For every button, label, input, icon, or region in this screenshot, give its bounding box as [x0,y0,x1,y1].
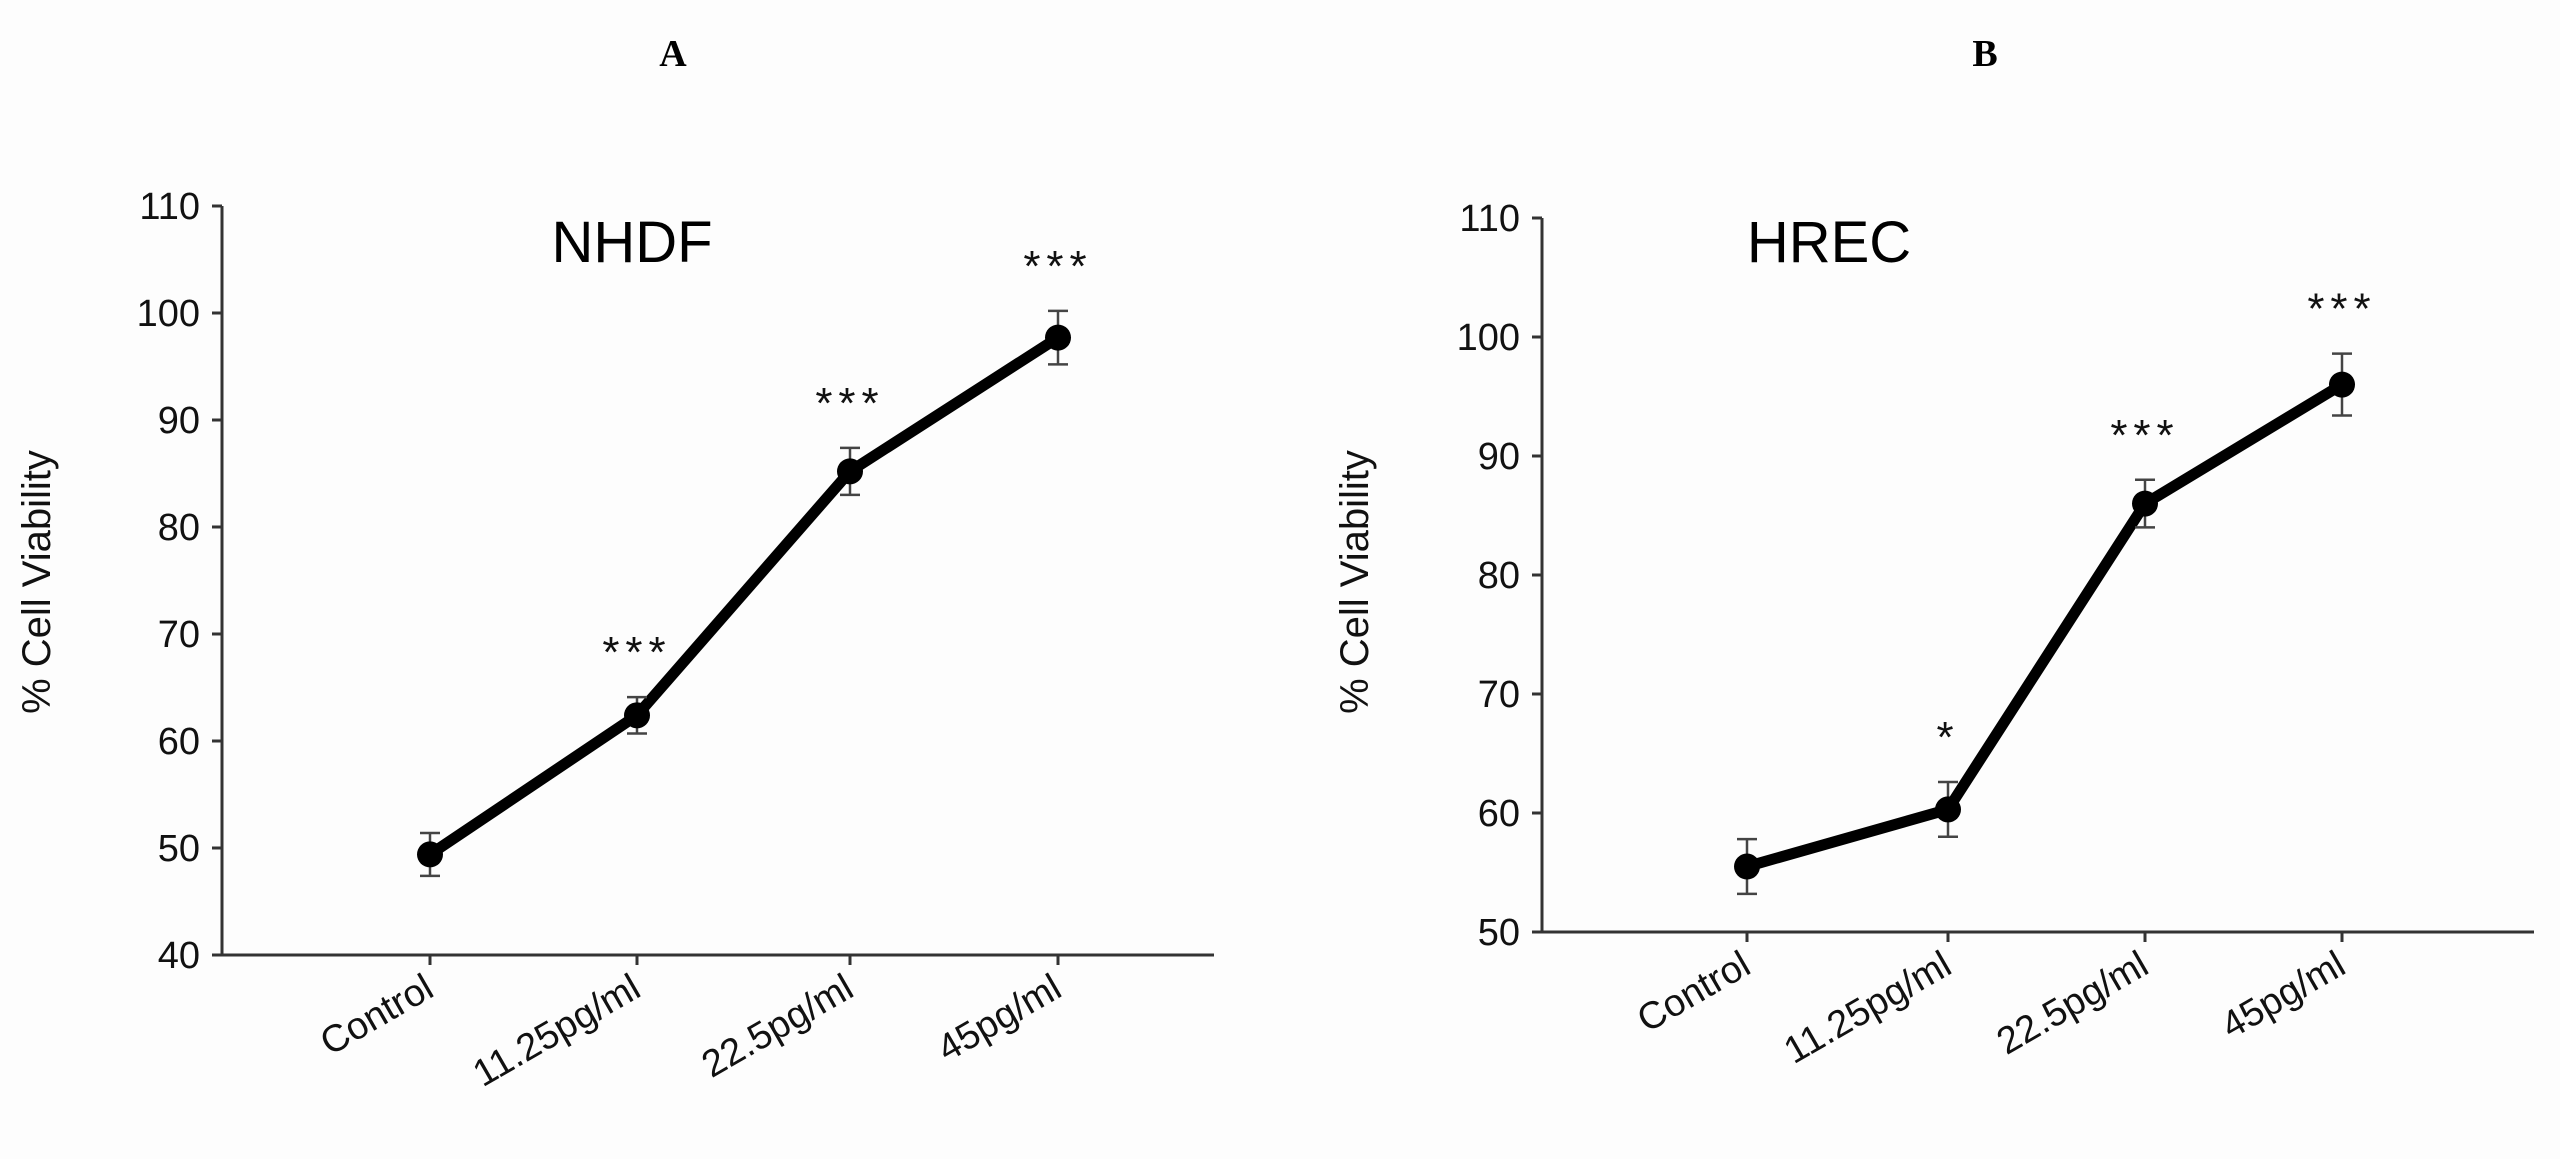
y-tick-label: 80 [158,507,200,549]
y-tick-label: 60 [1478,793,1520,835]
x-tick-label: 11.25pg/ml [1777,943,1958,1072]
y-tick-label: 110 [139,186,200,228]
x-tick-label: Control [1630,943,1757,1041]
x-tick-label: 22.5pg/ml [695,966,861,1086]
y-tick-label: 40 [158,935,200,977]
y-axis-label: % Cell Viability [1333,450,1377,714]
significance-marker: *** [1023,242,1092,291]
data-line [1745,379,2345,872]
x-tick-label: 45pg/ml [2214,943,2352,1047]
chart-title: HREC [1747,210,1911,275]
significance-marker: *** [815,379,884,428]
panel-label: A [659,33,687,75]
chart-panel-b: B HREC % Cell Viability 50 60 70 80 90 100 110 Con… [1333,33,2534,1072]
x-tick-label: Control [313,966,440,1064]
data-point [837,458,863,485]
y-tick-label: 70 [1478,674,1520,716]
data-point [2329,371,2355,398]
data-point [624,702,650,729]
data-point [2132,490,2158,517]
x-tick-label: 11.25pg/ml [466,966,647,1095]
y-tick-label: 80 [1478,555,1520,597]
y-axis-label: % Cell Viability [15,450,59,714]
x-tick-label: 22.5pg/ml [1990,943,2156,1063]
y-tick-label: 90 [1478,436,1520,478]
y-tick-label: 50 [158,828,200,870]
data-point [1045,324,1071,351]
x-tick-label: 45pg/ml [930,966,1068,1070]
chart-panel-a: A NHDF % Cell Viability 40 50 60 70 80 90 100 110 C… [15,33,1214,1095]
data-point [1734,853,1760,880]
y-tick-label: 90 [158,400,200,442]
significance-marker: *** [2307,285,2376,334]
data-point [1935,796,1961,823]
significance-marker: * [1936,713,1959,762]
panel-label: B [1972,33,1997,75]
y-tick-label: 50 [1478,912,1520,954]
y-tick-label: 70 [158,614,200,656]
chart-title: NHDF [551,210,712,275]
y-tick-label: 100 [1457,317,1520,359]
y-tick-label: 60 [158,721,200,763]
significance-marker: *** [2110,411,2179,460]
y-tick-label: 110 [1459,198,1520,240]
significance-marker: *** [602,628,671,677]
data-line [426,332,1061,859]
y-tick-label: 100 [137,293,200,335]
data-point [417,841,443,868]
